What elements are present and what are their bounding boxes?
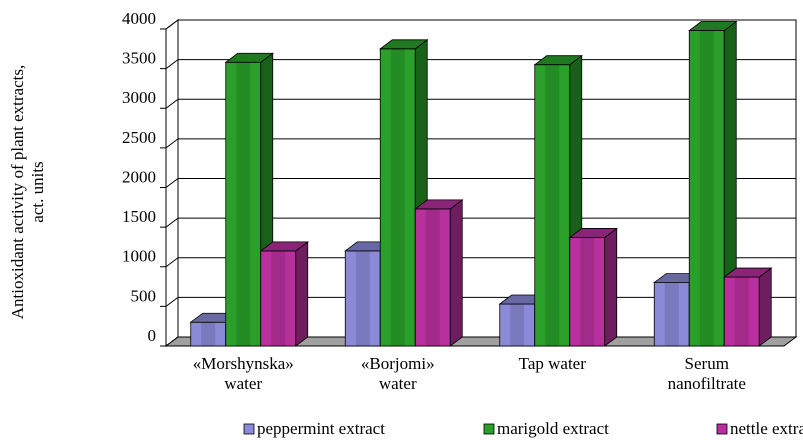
legend-label: nettle extract <box>730 419 803 438</box>
x-tick-label: «Morshynska» water <box>192 354 294 393</box>
y-tick-label: 1000 <box>122 247 156 266</box>
legend-swatch <box>716 423 728 435</box>
bar-front <box>534 64 571 347</box>
bar-side <box>758 267 772 347</box>
bar-front <box>414 208 451 347</box>
bar-top <box>568 228 618 238</box>
bar-shade <box>236 62 251 346</box>
y-tick-label: 0 <box>148 326 157 345</box>
legend-label: marigold extract <box>497 419 609 438</box>
bar-front <box>723 276 760 347</box>
x-tick-label-box: Tap water <box>518 354 586 373</box>
x-tick-label: Serum nanofiltrate <box>667 354 746 393</box>
grid-line-side <box>165 59 179 70</box>
bar-shade <box>355 250 370 346</box>
bar-shade <box>510 303 525 346</box>
bar-shade <box>699 30 714 347</box>
bar-side <box>604 227 618 347</box>
bar-side <box>295 241 309 347</box>
grid-line-side <box>165 98 179 109</box>
grid-line-side <box>165 217 179 228</box>
bar-shade <box>580 237 595 346</box>
bar-shade <box>425 208 440 346</box>
legend-label: peppermint extract <box>257 419 385 438</box>
grid-line-side <box>165 19 179 30</box>
bar-top <box>259 241 309 252</box>
grid-line-side <box>165 138 179 149</box>
bar-top <box>379 39 429 50</box>
y-tick-label: 4000 <box>122 9 156 28</box>
bar-top <box>533 55 583 66</box>
bar <box>259 241 309 347</box>
x-tick-label: «Borjomi» water <box>360 354 435 393</box>
x-tick-label-box: «Morshynska» water <box>192 354 294 393</box>
bar <box>533 54 583 347</box>
y-tick-label: 2500 <box>122 128 156 147</box>
legend-swatch <box>243 423 255 435</box>
x-tick-label: Tap water <box>518 354 586 373</box>
y-axis-label: Antioxidant activity of plant extracts, … <box>8 64 47 320</box>
bar-shade <box>664 282 679 346</box>
bar-top <box>224 52 274 63</box>
bar-front <box>379 48 416 347</box>
bar-shade <box>734 277 749 346</box>
bar-front <box>569 237 606 347</box>
bar-front <box>688 30 725 347</box>
bar <box>379 39 429 347</box>
bar-top <box>414 199 464 210</box>
y-axis-label-box: Antioxidant activity of plant extracts, … <box>8 64 47 320</box>
bar <box>723 267 773 347</box>
y-tick-label: 3500 <box>122 49 156 68</box>
bar-top <box>723 267 773 278</box>
bar-front <box>344 250 381 347</box>
bar <box>688 20 738 347</box>
bar-front <box>225 61 262 347</box>
bar-shade <box>545 64 560 346</box>
bar-shade <box>201 322 216 346</box>
grid-line-side <box>165 178 179 188</box>
bar-front <box>499 303 536 347</box>
bar <box>224 52 274 347</box>
y-tick-label: 2000 <box>122 167 156 186</box>
grid-line-side <box>165 296 179 307</box>
grid-line-side <box>165 257 179 268</box>
bar-shade <box>390 48 405 346</box>
bar <box>414 199 464 347</box>
legend-swatch <box>483 423 495 435</box>
x-tick-label-box: Serum nanofiltrate <box>667 354 746 393</box>
bar-front <box>260 250 297 347</box>
y-tick-label: 1500 <box>122 207 156 226</box>
bar-side <box>449 199 463 347</box>
bar-shade <box>271 250 286 346</box>
bar <box>568 227 618 347</box>
bar-top <box>688 21 738 31</box>
x-tick-label-box: «Borjomi» water <box>360 354 435 393</box>
y-tick-label: 3000 <box>122 88 156 107</box>
y-tick-label: 500 <box>131 286 157 305</box>
